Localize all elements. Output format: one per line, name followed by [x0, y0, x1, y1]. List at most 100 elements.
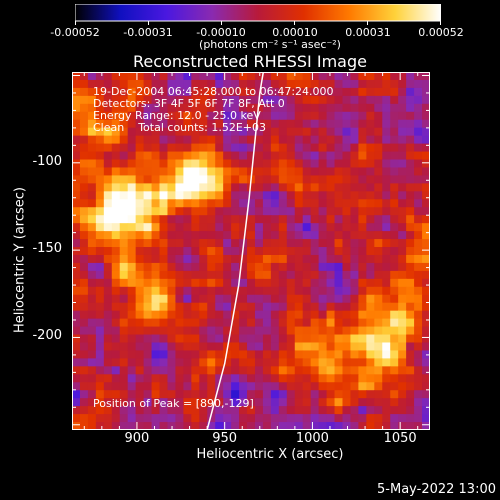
heatmap-cell: [87, 270, 97, 280]
heatmap-cell: [270, 72, 280, 81]
heatmap-cell: [334, 262, 344, 272]
heatmap-cell: [119, 366, 129, 375]
heatmap-cell: [175, 247, 184, 256]
heatmap-cell: [119, 398, 129, 407]
heatmap-cell: [119, 191, 129, 200]
heatmap-cell: [262, 302, 272, 312]
heatmap-cell: [414, 294, 423, 304]
x-tick-label: 1000: [295, 431, 329, 446]
heatmap-cell: [302, 278, 312, 288]
heatmap-cell: [358, 414, 367, 423]
heatmap-cell: [414, 199, 423, 208]
heatmap-cell: [111, 342, 121, 352]
heatmap-cell: [247, 390, 256, 399]
heatmap-cell: [215, 207, 224, 216]
heatmap-cell: [103, 151, 113, 161]
heatmap-cell: [254, 247, 264, 256]
heatmap-cell: [72, 254, 81, 264]
heatmap-cell: [247, 342, 256, 352]
heatmap-cell: [334, 398, 344, 407]
heatmap-cell: [318, 414, 328, 423]
heatmap-cell: [414, 119, 423, 129]
heatmap-cell: [318, 278, 328, 288]
heatmap-cell: [326, 167, 336, 177]
heatmap-cell: [398, 167, 407, 177]
heatmap-cell: [175, 79, 184, 89]
heatmap-cell: [342, 390, 352, 399]
heatmap-cell: [247, 199, 256, 208]
heatmap-cell: [334, 127, 344, 137]
heatmap-cell: [366, 215, 375, 224]
heatmap-cell: [183, 143, 192, 153]
heatmap-cell: [366, 286, 375, 296]
heatmap-cell: [231, 111, 240, 121]
heatmap-cell: [278, 103, 288, 113]
heatmap-cell: [342, 111, 352, 121]
heatmap-cell: [159, 326, 169, 336]
heatmap-cell: [199, 342, 208, 352]
heatmap-cell: [151, 390, 161, 399]
heatmap-cell: [175, 422, 184, 430]
heatmap-cell: [270, 350, 280, 359]
heatmap-cell: [87, 374, 97, 383]
heatmap-cell: [350, 111, 359, 121]
heatmap-cell: [334, 87, 344, 97]
heatmap-cell: [310, 382, 320, 391]
heatmap-cell: [103, 270, 113, 280]
heatmap-cell: [406, 111, 415, 121]
heatmap-cell: [382, 135, 391, 145]
heatmap-cell: [183, 151, 192, 161]
heatmap-cell: [262, 318, 272, 328]
heatmap-cell: [382, 422, 391, 430]
heatmap-cell: [302, 127, 312, 137]
heatmap-cell: [215, 111, 224, 121]
heatmap-cell: [167, 374, 177, 383]
heatmap-cell: [414, 151, 423, 161]
heatmap-cell: [223, 262, 232, 272]
heatmap-cell: [215, 366, 224, 375]
heatmap-cell: [422, 103, 430, 113]
heatmap-cell: [254, 326, 264, 336]
heatmap-cell: [215, 87, 224, 97]
heatmap-cell: [262, 247, 272, 256]
heatmap-cell: [334, 79, 344, 89]
heatmap-cell: [334, 366, 344, 375]
heatmap-cell: [95, 318, 105, 328]
heatmap-cell: [127, 342, 137, 352]
heatmap-cell: [151, 127, 161, 137]
heatmap-cell: [286, 183, 296, 192]
heatmap-cell: [342, 350, 352, 359]
heatmap-cell: [286, 151, 296, 161]
heatmap-cell: [151, 286, 161, 296]
heatmap-cell: [103, 127, 113, 137]
heatmap-cell: [111, 414, 121, 423]
heatmap-cell: [215, 310, 224, 320]
heatmap-cell: [79, 334, 89, 344]
heatmap-cell: [358, 231, 367, 240]
heatmap-cell: [95, 398, 105, 407]
heatmap-cell: [223, 223, 232, 232]
heatmap-cell: [103, 326, 113, 336]
heatmap-cell: [95, 374, 105, 383]
heatmap-cell: [342, 215, 352, 224]
heatmap-cell: [326, 262, 336, 272]
heatmap-cell: [398, 103, 407, 113]
heatmap-cell: [374, 215, 383, 224]
heatmap-cell: [223, 334, 232, 344]
heatmap-cell: [191, 366, 200, 375]
heatmap-cell: [318, 223, 328, 232]
heatmap-cell: [207, 310, 216, 320]
heatmap-cell: [318, 247, 328, 256]
heatmap-cell: [103, 199, 113, 208]
heatmap-cell: [87, 254, 97, 264]
heatmap-cell: [406, 87, 415, 97]
heatmap-cell: [247, 135, 256, 145]
heatmap-cell: [239, 111, 248, 121]
heatmap-cell: [247, 294, 256, 304]
heatmap-cell: [302, 414, 312, 423]
heatmap-cell: [175, 135, 184, 145]
heatmap-cell: [127, 398, 137, 407]
heatmap-cell: [103, 247, 113, 256]
heatmap-cell: [135, 278, 145, 288]
heatmap-cell: [254, 175, 264, 184]
